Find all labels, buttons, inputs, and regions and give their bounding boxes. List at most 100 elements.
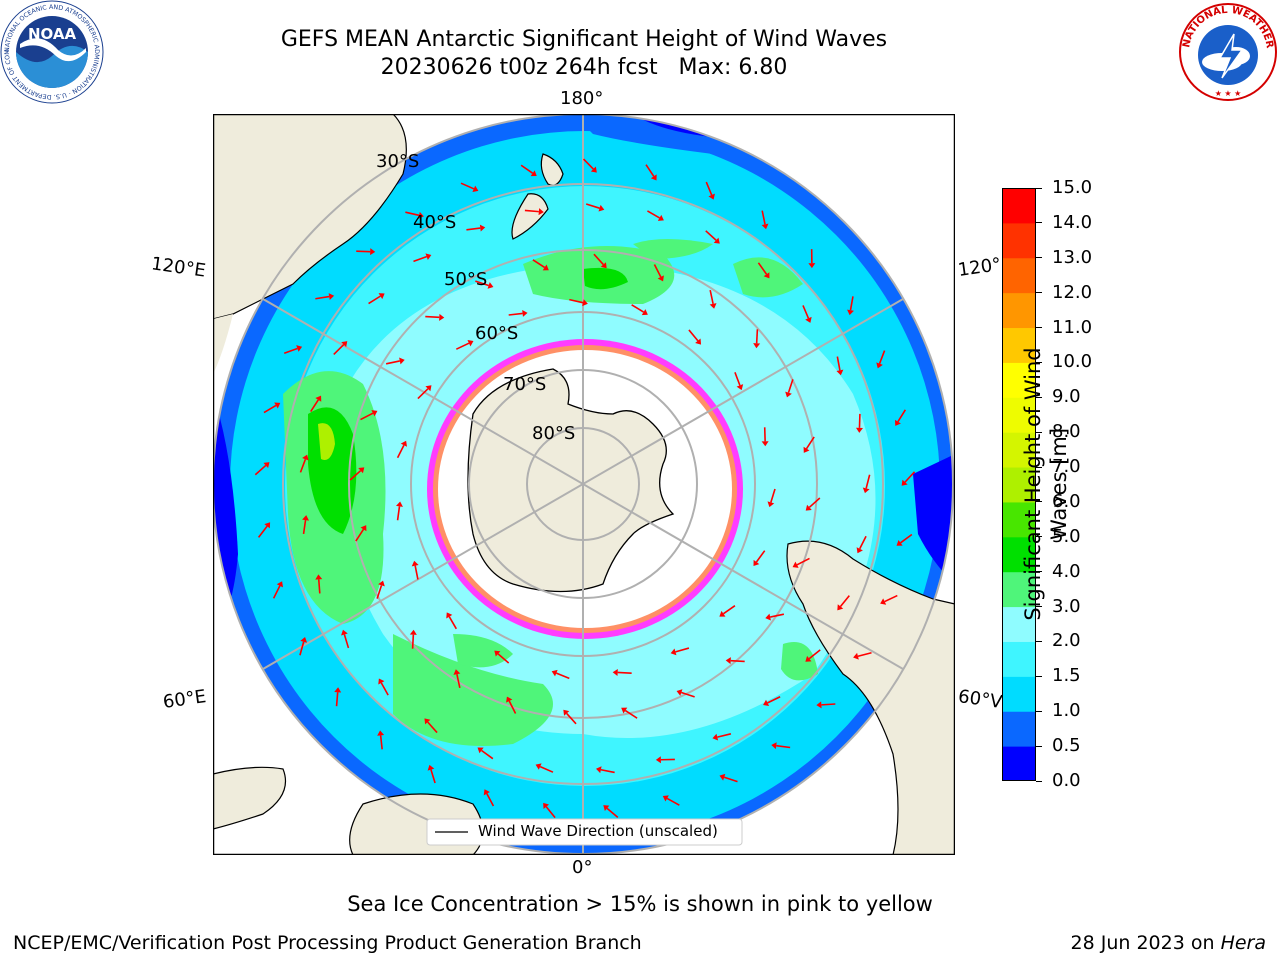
wind-wave-arrow-shaft xyxy=(481,749,494,760)
wind-wave-arrow-head xyxy=(425,385,432,392)
wind-wave-arrow-head xyxy=(767,501,775,508)
wind-wave-arrow-head xyxy=(805,316,812,323)
wind-wave-arrow-shaft xyxy=(263,404,277,414)
wind-wave-arrow-head xyxy=(370,248,376,256)
colorbar-tick-mark xyxy=(1036,431,1042,433)
wind-wave-arrow-head xyxy=(641,309,648,316)
wind-wave-arrow-shaft xyxy=(257,525,268,538)
colorbar-tick-label: 10.0 xyxy=(1052,351,1093,373)
wind-wave-arrow-head xyxy=(371,410,378,417)
wind-wave-arrow-shaft xyxy=(878,350,886,364)
wind-wave-arrow-head xyxy=(396,501,403,507)
wind-wave-arrow-head xyxy=(771,742,777,750)
colorbar-segment xyxy=(1002,501,1036,538)
colorbar-segment xyxy=(1002,711,1036,747)
wind-wave-arrow-head xyxy=(418,211,424,219)
wind-wave-arrow-shaft xyxy=(624,709,638,719)
wind-wave-arrow-head xyxy=(472,185,479,193)
wind-wave-arrow-shaft xyxy=(524,209,539,213)
wind-wave-arrow-shaft xyxy=(317,579,321,594)
colorbar-tick-mark xyxy=(1036,292,1042,294)
wind-wave-arrow-head xyxy=(411,560,419,567)
colorbar xyxy=(1002,188,1036,781)
wind-wave-arrow-shaft xyxy=(508,700,517,714)
wind-wave-arrow-shaft xyxy=(413,255,427,263)
wind-wave-arrow-shaft xyxy=(688,329,699,342)
wind-wave-arrow-shaft xyxy=(396,444,405,459)
wind-wave-arrow-head xyxy=(446,612,453,619)
wind-wave-arrow-shaft xyxy=(343,634,350,649)
wind-wave-arrow-head xyxy=(264,522,271,529)
colorbar-segment xyxy=(1002,188,1036,224)
wind-wave-arrow-shaft xyxy=(379,735,383,750)
wind-wave-arrow-shaft xyxy=(414,565,419,580)
wind-wave-arrow-head xyxy=(901,479,908,486)
wind-wave-arrow-head xyxy=(713,237,720,244)
wind-wave-arrow-head xyxy=(655,756,661,764)
svg-text:★ ★ ★: ★ ★ ★ xyxy=(1215,89,1242,98)
wind-wave-arrow-head xyxy=(263,462,270,469)
wind-wave-arrow-shaft xyxy=(839,595,850,607)
wind-wave-arrow-head xyxy=(600,262,607,269)
wind-wave-arrow-head xyxy=(880,598,887,605)
wind-wave-arrow-shaft xyxy=(617,671,632,674)
chart-title: GEFS MEAN Antarctic Significant Height o… xyxy=(280,27,888,52)
wind-wave-arrow-head xyxy=(378,580,385,587)
wind-wave-arrow-head xyxy=(276,581,284,588)
wind-wave-arrow-shaft xyxy=(859,535,867,550)
wind-wave-arrow-head xyxy=(334,687,342,693)
wind-wave-arrow-head xyxy=(535,763,542,770)
lon-label-lower-left: 60°E xyxy=(161,686,208,713)
wind-wave-arrow-shaft xyxy=(532,259,546,269)
colorbar-tick-label: 9.0 xyxy=(1052,386,1081,408)
lon-label-top: 180° xyxy=(560,88,604,109)
colorbar-tick-mark xyxy=(1036,222,1042,224)
wind-wave-arrow-shaft xyxy=(675,647,690,653)
footer-right: 28 Jun 2023 on Hera xyxy=(1071,932,1266,954)
wind-wave-arrow-shaft xyxy=(705,230,717,241)
colorbar-segment xyxy=(1002,467,1036,503)
wind-wave-arrow-shaft xyxy=(755,329,759,344)
colorbar-segment xyxy=(1002,641,1036,677)
colorbar-tick-label: 15.0 xyxy=(1052,177,1093,198)
wind-wave-arrow-head xyxy=(708,193,715,200)
wind-wave-arrow-shaft xyxy=(545,806,556,819)
wind-wave-arrow-head xyxy=(853,652,859,660)
colorbar-tick-mark xyxy=(1036,675,1042,677)
wind-wave-arrow-shaft xyxy=(299,458,307,473)
wind-wave-arrow-head xyxy=(409,629,417,635)
wind-wave-arrow-head xyxy=(847,309,854,316)
wind-wave-arrow-head xyxy=(302,515,310,521)
colorbar-tick-label: 7.0 xyxy=(1052,456,1081,478)
colorbar-tick-mark xyxy=(1036,640,1042,642)
wind-wave-arrow-head xyxy=(657,275,664,282)
wind-wave-arrow-shaft xyxy=(730,659,745,663)
wind-wave-arrow-shaft xyxy=(368,295,381,305)
colorbar-tick-mark xyxy=(1036,780,1042,782)
colorbar-tick-mark xyxy=(1036,501,1042,503)
wind-wave-arrow-shaft xyxy=(456,674,461,689)
wind-wave-arrow-shaft xyxy=(425,315,440,319)
wind-wave-arrow-shaft xyxy=(808,497,821,508)
wind-wave-arrow-head xyxy=(603,805,610,812)
wind-wave-arrow-shaft xyxy=(897,409,907,423)
wind-wave-arrow-head xyxy=(399,357,405,365)
wind-wave-arrow-shaft xyxy=(767,696,781,704)
wind-wave-arrow-shaft xyxy=(520,164,534,174)
wind-wave-arrow-shaft xyxy=(486,793,495,807)
wind-wave-arrow-shaft xyxy=(430,769,436,784)
wind-wave-arrow-head xyxy=(894,419,901,426)
colorbar-segment xyxy=(1002,676,1036,712)
wind-wave-arrow-shaft xyxy=(865,474,871,489)
colorbar-tick-label: 1.0 xyxy=(1052,700,1081,722)
legend-label: Wind Wave Direction (unscaled) xyxy=(478,822,718,840)
wind-wave-arrow-shaft xyxy=(508,312,523,316)
wind-wave-arrow-head xyxy=(439,313,445,321)
lat-label-30: 30°S xyxy=(376,151,420,172)
wind-wave-arrow-head xyxy=(816,701,822,709)
wind-wave-arrow-head xyxy=(506,696,513,703)
wind-wave-arrow-head xyxy=(662,795,669,802)
colorbar-tick-mark xyxy=(1036,361,1042,363)
wind-wave-arrow-head xyxy=(590,166,597,173)
wind-wave-arrow-shaft xyxy=(272,585,281,599)
